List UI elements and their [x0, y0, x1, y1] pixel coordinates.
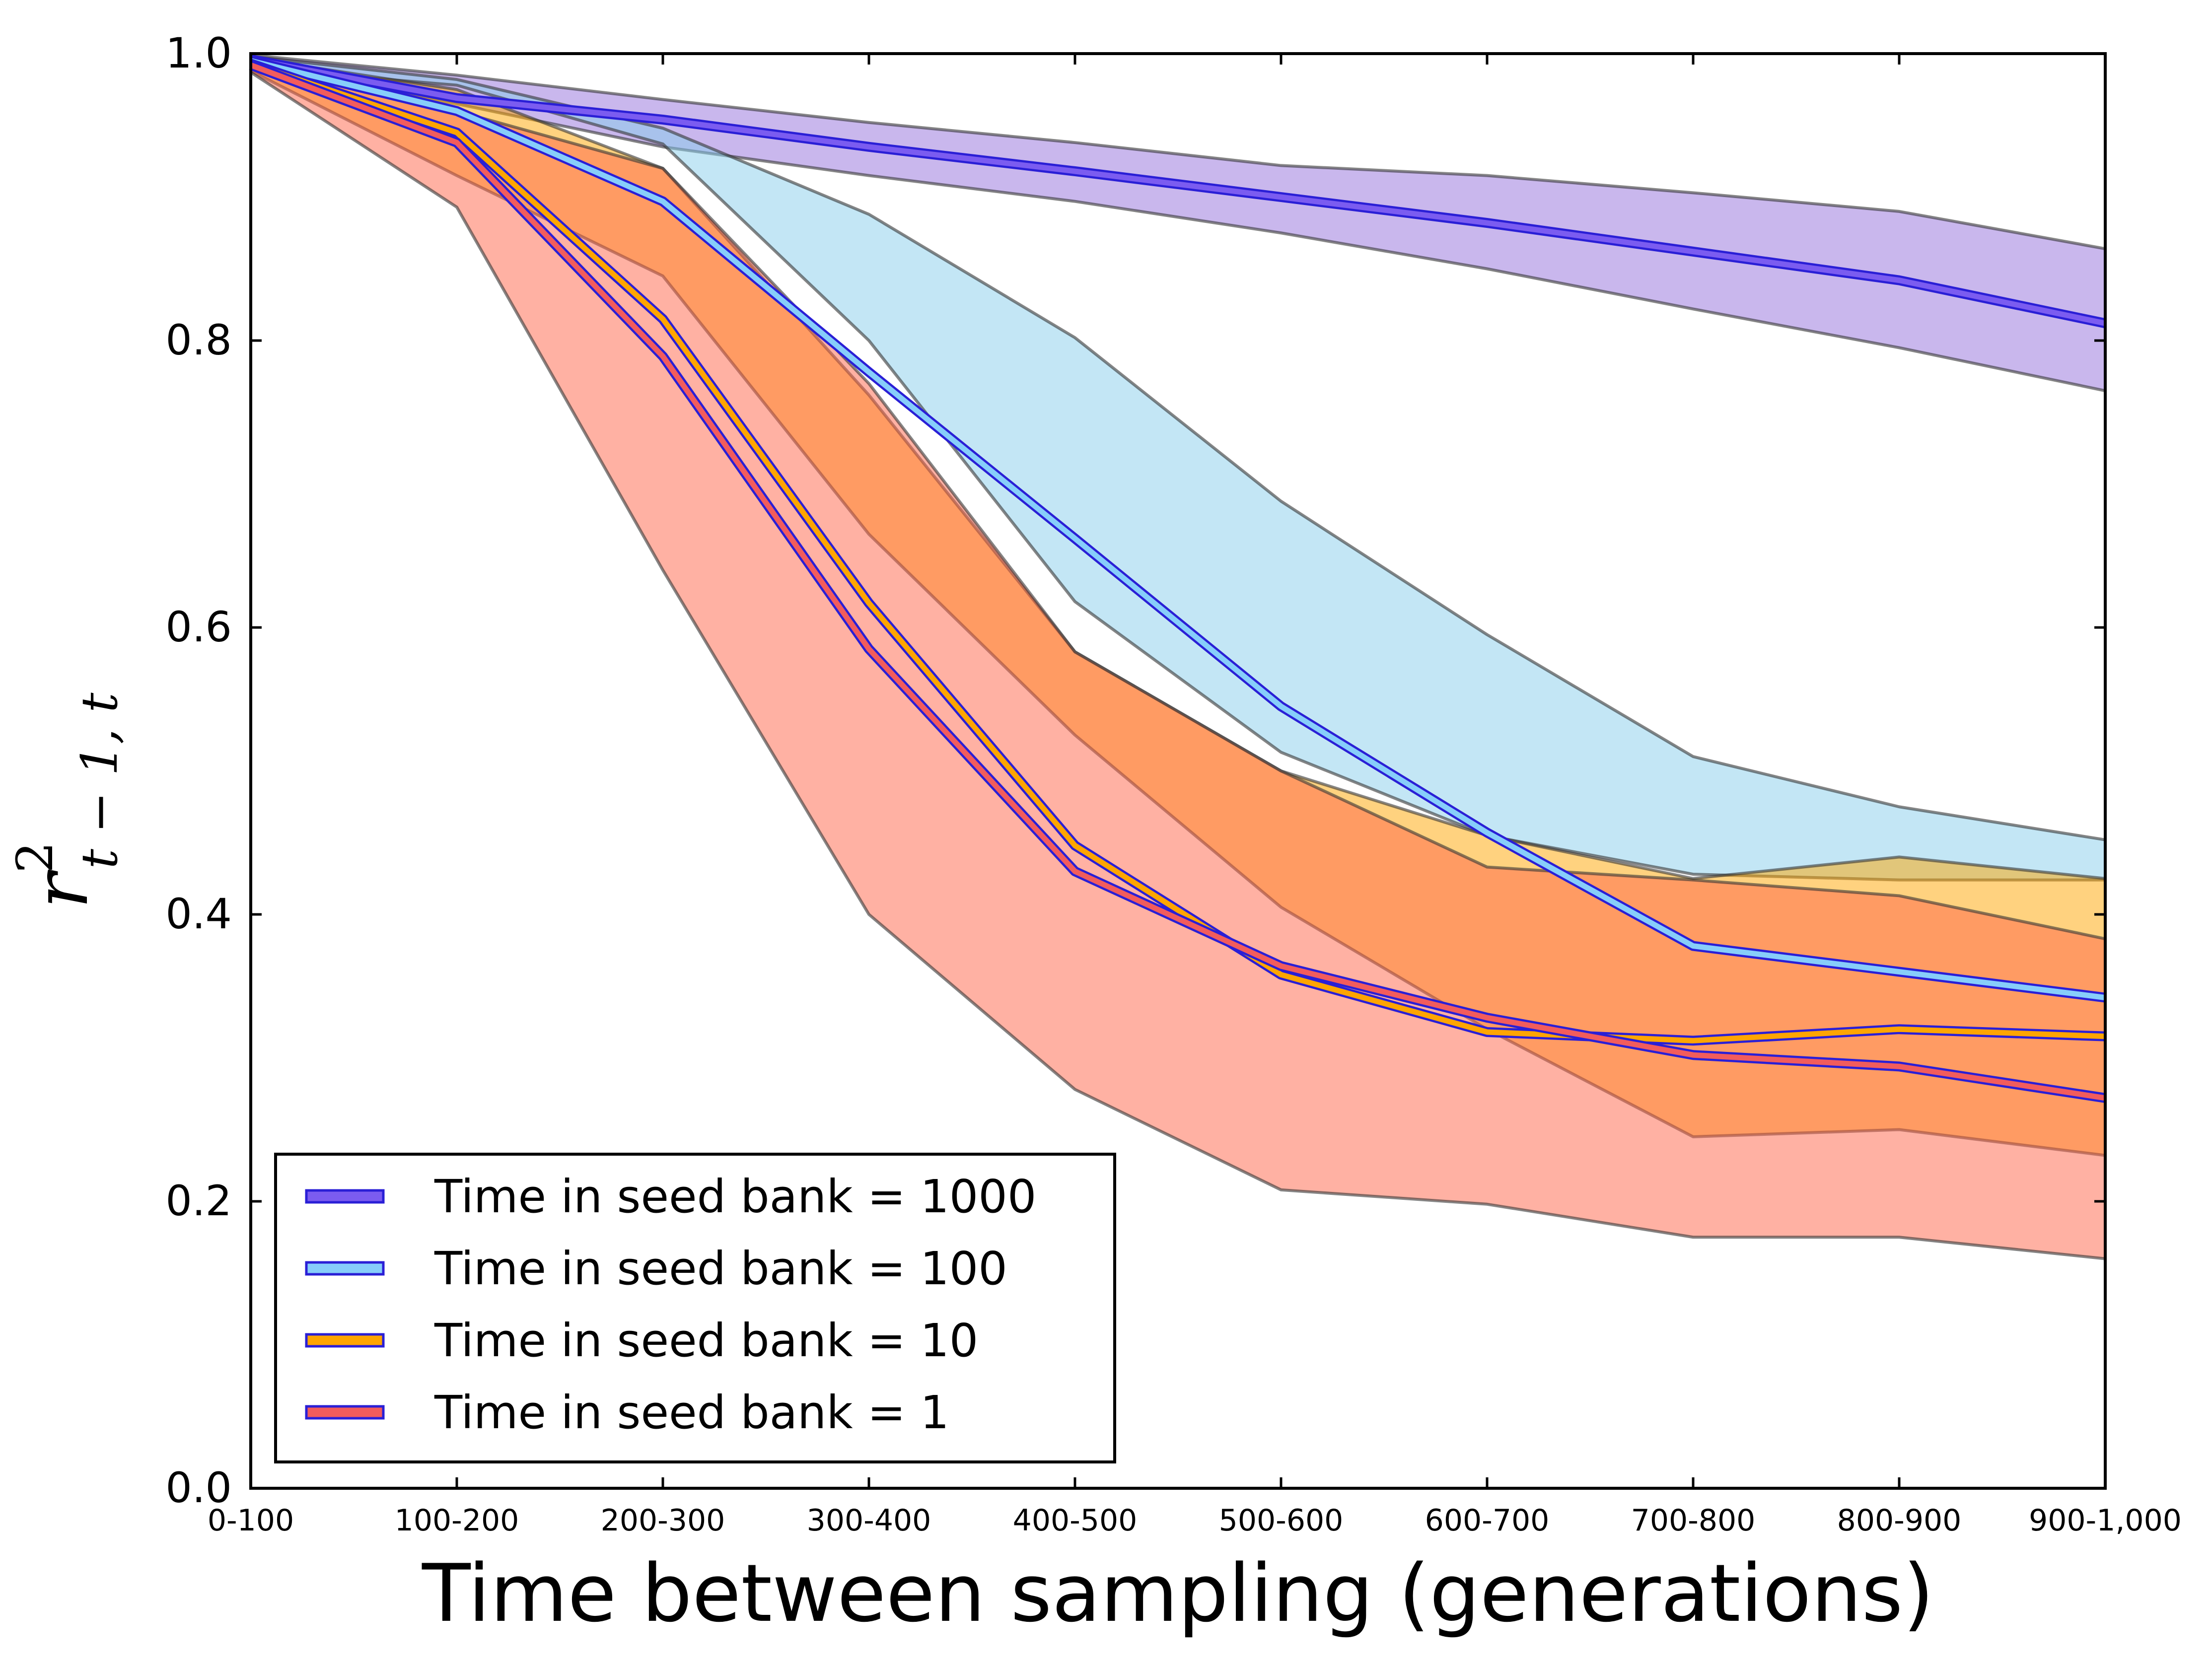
axis-ticks — [249, 52, 2107, 1490]
legend: Time in seed bank = 1000 Time in seed ban… — [274, 1153, 1116, 1463]
series-lines — [249, 54, 2107, 1103]
x-tick-labels: 0-100 100-200 200-300 300-400 400-500 500-600… — [208, 1503, 2182, 1538]
legend-label-3: Time in seed bank = 1 — [434, 1386, 949, 1439]
plot-frame — [249, 52, 2107, 1490]
ytick-label-1: 0.2 — [165, 1177, 232, 1225]
xtick-label-9: 900-1,000 — [2029, 1503, 2182, 1538]
x-axis-label: Time between sampling (generations) — [422, 1547, 1934, 1640]
xtick-label-4: 400-500 — [1013, 1503, 1138, 1538]
y-axis-label-sup: 2 — [6, 841, 64, 873]
legend-label-2: Time in seed bank = 10 — [434, 1314, 978, 1367]
xtick-label-0: 0-100 — [208, 1503, 294, 1538]
legend-swatch-0 — [305, 1189, 385, 1204]
xtick-label-6: 600-700 — [1425, 1503, 1550, 1538]
xtick-label-1: 100-200 — [395, 1503, 519, 1538]
line-series-0 — [250, 57, 2106, 326]
legend-label-0: Time in seed bank = 1000 — [434, 1170, 1036, 1223]
xtick-label-2: 200-300 — [601, 1503, 725, 1538]
y-axis-label-sub: t − 1, t — [71, 693, 129, 869]
y-axis-label-base: r — [18, 869, 105, 909]
y-axis-label-text: r2 t − 1, t — [6, 693, 129, 909]
y-tick-labels: 0.0 0.2 0.4 0.6 0.8 1.0 — [165, 29, 232, 1512]
legend-swatch-3 — [305, 1405, 385, 1420]
ytick-label-0: 0.0 — [165, 1463, 232, 1512]
line-series-1 — [250, 58, 2106, 1001]
ytick-label-2: 0.4 — [165, 890, 232, 938]
ytick-label-5: 1.0 — [165, 29, 232, 77]
legend-swatch-1 — [305, 1261, 385, 1276]
legend-box — [274, 1153, 1116, 1463]
legend-label-1: Time in seed bank = 100 — [434, 1242, 1007, 1295]
legend-swatch-2 — [305, 1333, 385, 1348]
y-axis-label: r2 t − 1, t — [6, 693, 129, 909]
line-series-3 — [250, 62, 2106, 1101]
line-series-2 — [250, 61, 2106, 1043]
xtick-label-5: 500-600 — [1219, 1503, 1344, 1538]
xtick-label-3: 300-400 — [807, 1503, 931, 1538]
xtick-label-8: 800-900 — [1837, 1503, 1962, 1538]
xtick-label-7: 700-800 — [1631, 1503, 1756, 1538]
ytick-label-4: 0.8 — [165, 316, 232, 364]
ytick-label-3: 0.6 — [165, 603, 232, 651]
